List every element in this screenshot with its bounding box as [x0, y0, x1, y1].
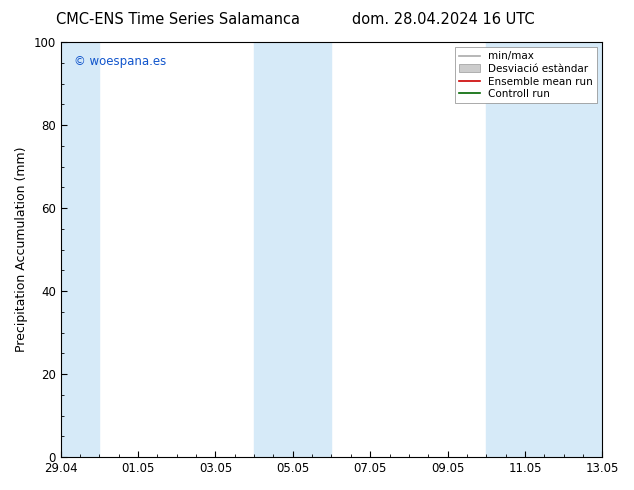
Bar — [486, 42, 602, 457]
Text: dom. 28.04.2024 16 UTC: dom. 28.04.2024 16 UTC — [353, 12, 535, 27]
Bar — [61, 42, 100, 457]
Bar — [254, 42, 332, 457]
Y-axis label: Precipitation Accumulation (mm): Precipitation Accumulation (mm) — [15, 147, 28, 352]
Text: © woespana.es: © woespana.es — [74, 54, 167, 68]
Text: CMC-ENS Time Series Salamanca: CMC-ENS Time Series Salamanca — [56, 12, 299, 27]
Legend: min/max, Desviació estàndar, Ensemble mean run, Controll run: min/max, Desviació estàndar, Ensemble me… — [455, 47, 597, 103]
